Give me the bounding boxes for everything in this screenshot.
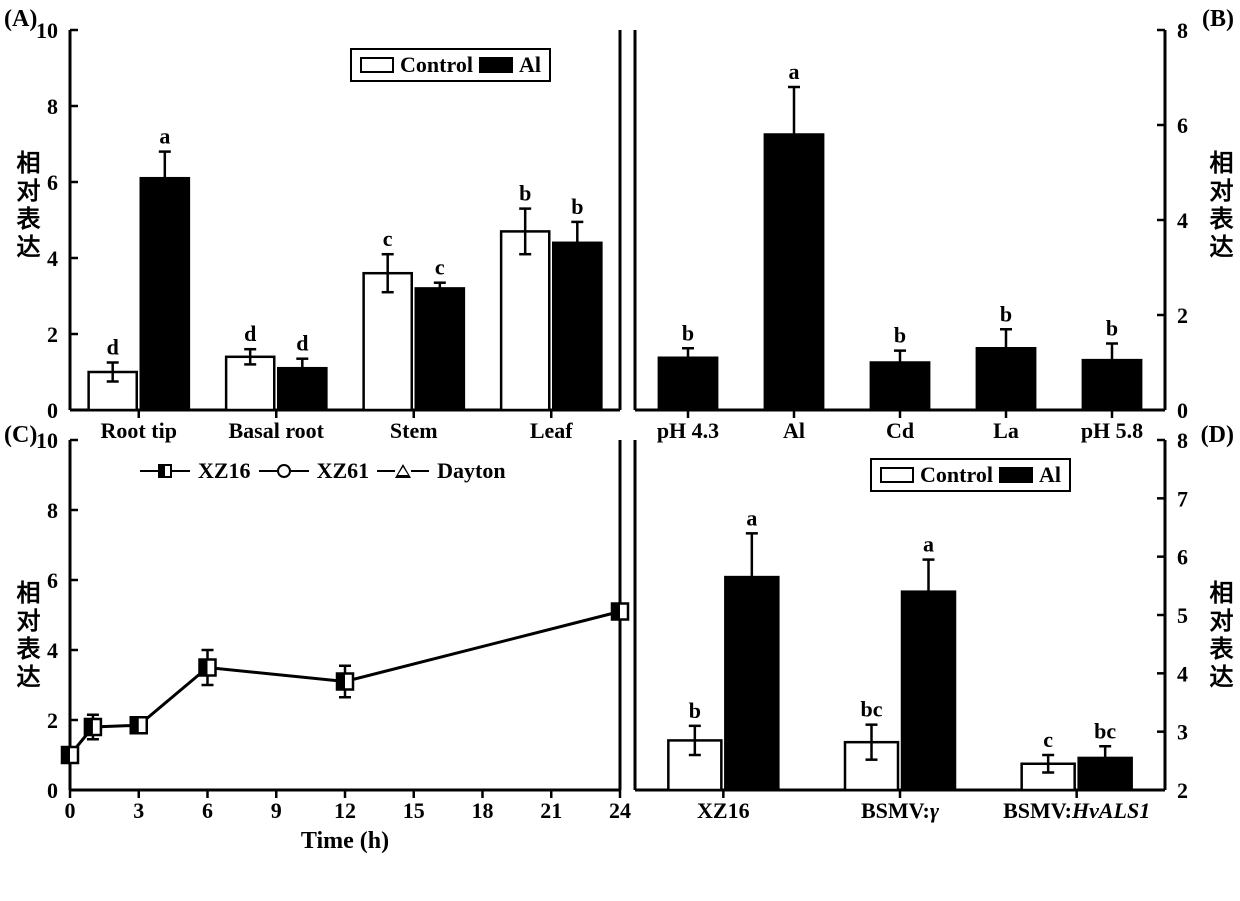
svg-text:8: 8 — [1177, 428, 1188, 453]
legend-swatch-control-d — [880, 467, 914, 483]
marker-triangle-icon — [395, 464, 411, 478]
svg-text:6: 6 — [47, 170, 58, 195]
svg-text:XZ16: XZ16 — [697, 798, 750, 823]
svg-text:d: d — [107, 335, 119, 360]
svg-text:BSMV:HvALS1: BSMV:HvALS1 — [1003, 798, 1150, 823]
svg-text:bc: bc — [861, 697, 883, 722]
svg-text:6: 6 — [47, 568, 58, 593]
svg-text:12: 12 — [334, 798, 356, 823]
svg-text:8: 8 — [1177, 18, 1188, 43]
svg-text:15: 15 — [403, 798, 425, 823]
svg-text:2: 2 — [47, 708, 58, 733]
svg-text:La: La — [993, 418, 1019, 443]
svg-text:Time (h): Time (h) — [301, 828, 389, 854]
svg-text:a: a — [746, 505, 757, 530]
legend-label-control: Control — [400, 52, 473, 78]
bar — [141, 178, 189, 410]
svg-text:8: 8 — [47, 94, 58, 119]
svg-text:4: 4 — [47, 638, 58, 663]
bar — [416, 288, 464, 410]
svg-text:b: b — [519, 181, 531, 206]
svg-text:7: 7 — [1177, 486, 1188, 511]
panel-d-legend: Control Al — [870, 458, 1071, 492]
panel-b-label: (B) — [1202, 6, 1234, 33]
legend-dayton: Dayton — [437, 458, 505, 484]
svg-text:a: a — [789, 59, 800, 84]
svg-text:b: b — [682, 320, 694, 345]
svg-text:a: a — [159, 124, 170, 149]
axes: 0 2 4 6 8 10 — [36, 428, 620, 803]
panel-b-ylabel: 相对表达 — [1201, 150, 1236, 262]
svg-text:4: 4 — [1177, 661, 1188, 686]
legend-swatch-al — [479, 57, 513, 73]
svg-text:Cd: Cd — [886, 418, 914, 443]
marker-circle-icon — [277, 464, 291, 478]
svg-text:c: c — [383, 226, 393, 251]
figure-root: (A) (B) (C) (D) 相对表达 相对表达 相对表达 相对表达 0246… — [0, 0, 1240, 901]
svg-text:0: 0 — [47, 778, 58, 803]
svg-text:b: b — [571, 194, 583, 219]
svg-text:0: 0 — [47, 398, 58, 423]
svg-text:10: 10 — [36, 18, 58, 43]
svg-text:c: c — [435, 255, 445, 280]
svg-text:Leaf: Leaf — [530, 418, 573, 443]
bar — [364, 273, 412, 410]
svg-text:b: b — [1000, 301, 1012, 326]
svg-text:3: 3 — [133, 798, 144, 823]
svg-text:24: 24 — [609, 798, 631, 823]
legend-label-control-d: Control — [920, 462, 993, 488]
bar — [553, 243, 601, 410]
legend-swatch-al-d — [999, 467, 1033, 483]
svg-text:6: 6 — [1177, 113, 1188, 138]
panel-d-label: (D) — [1201, 422, 1234, 449]
svg-text:pH 4.3: pH 4.3 — [657, 418, 719, 443]
legend-xz61: XZ61 — [317, 458, 370, 484]
svg-text:b: b — [689, 698, 701, 723]
svg-text:18: 18 — [472, 798, 494, 823]
legend-label-al-d: Al — [1039, 462, 1061, 488]
svg-text:Al: Al — [783, 418, 805, 443]
svg-text:Root tip: Root tip — [101, 418, 177, 443]
panel-c-legend: XZ16 XZ61 Dayton — [140, 458, 506, 484]
svg-text:2: 2 — [1177, 778, 1188, 803]
svg-text:4: 4 — [47, 246, 58, 271]
svg-text:b: b — [894, 323, 906, 348]
legend-label-al: Al — [519, 52, 541, 78]
panel-a-legend: Control Al — [350, 48, 551, 82]
panel-c-ylabel: 相对表达 — [8, 580, 43, 692]
svg-text:8: 8 — [47, 498, 58, 523]
svg-text:d: d — [296, 331, 308, 356]
legend-swatch-control — [360, 57, 394, 73]
svg-text:9: 9 — [271, 798, 282, 823]
bar — [501, 231, 549, 410]
svg-text:6: 6 — [1177, 545, 1188, 570]
panel-d-ylabel: 相对表达 — [1201, 580, 1236, 692]
svg-text:21: 21 — [540, 798, 562, 823]
svg-text:0: 0 — [65, 798, 76, 823]
marker-square-icon — [158, 464, 172, 478]
svg-text:0: 0 — [1177, 398, 1188, 423]
svg-text:4: 4 — [1177, 208, 1188, 233]
svg-text:5: 5 — [1177, 603, 1188, 628]
svg-text:pH 5.8: pH 5.8 — [1081, 418, 1143, 443]
svg-text:2: 2 — [1177, 303, 1188, 328]
svg-text:3: 3 — [1177, 720, 1188, 745]
legend-xz16: XZ16 — [198, 458, 251, 484]
charts-svg: 0246810ddcbadcbRoot tipBasal rootStemLea… — [0, 0, 1240, 901]
svg-text:a: a — [923, 532, 934, 557]
svg-text:c: c — [1043, 727, 1053, 752]
panel-a-ylabel: 相对表达 — [8, 150, 43, 262]
panel-c-label: (C) — [4, 422, 37, 449]
svg-text:2: 2 — [47, 322, 58, 347]
svg-text:6: 6 — [202, 798, 213, 823]
panel-a-label: (A) — [4, 6, 37, 33]
svg-text:10: 10 — [36, 428, 58, 453]
svg-text:b: b — [1106, 316, 1118, 341]
svg-text:Stem: Stem — [390, 418, 438, 443]
svg-text:Basal root: Basal root — [228, 418, 324, 443]
svg-text:BSMV:γ: BSMV:γ — [861, 798, 940, 823]
svg-text:bc: bc — [1094, 718, 1116, 743]
svg-text:d: d — [244, 321, 256, 346]
